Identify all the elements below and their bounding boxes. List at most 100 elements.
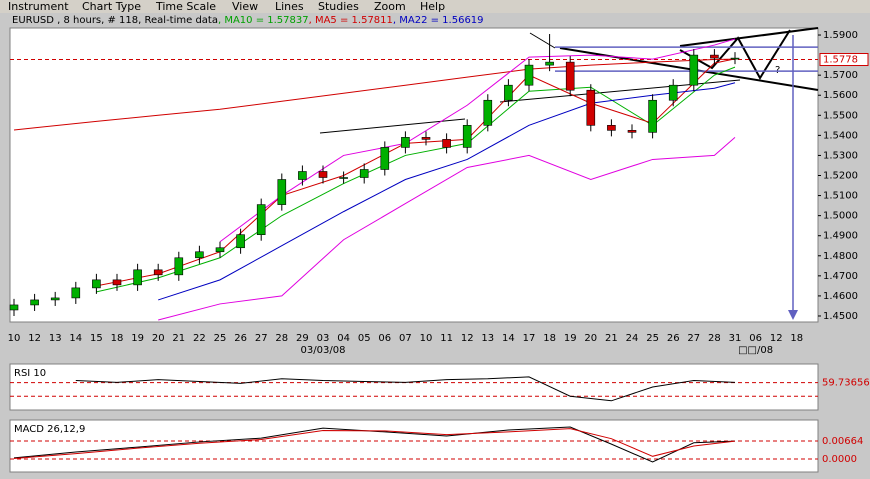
x-tick-label: 18 (543, 333, 556, 344)
candle-body (30, 299, 39, 306)
x-tick-label: 10 (8, 333, 21, 344)
x-tick-label: 27 (255, 333, 268, 344)
x-sublabel: □□/08 (738, 345, 773, 356)
y-tick-label: 1.5300 (823, 150, 858, 161)
x-tick-label: 27 (687, 333, 700, 344)
x-tick-label: 18 (790, 333, 803, 344)
level-label: 0.0000 (822, 454, 857, 465)
candle-body (339, 177, 348, 179)
menu-bar (0, 0, 870, 13)
x-tick-label: 11 (440, 333, 453, 344)
x-tick-label: 13 (49, 333, 62, 344)
x-tick-label: 26 (234, 333, 247, 344)
menu-item[interactable]: Zoom (374, 0, 406, 13)
candle-body (504, 84, 513, 101)
header-text: , MA5 = 1.57811 (309, 15, 393, 26)
indicator-line (158, 136, 736, 321)
candle-body (565, 61, 575, 91)
candle-body (730, 57, 740, 60)
candle-body (668, 84, 678, 101)
candle-body (442, 139, 451, 148)
x-tick-label: 10 (420, 333, 433, 344)
y-tick-label: 1.5700 (823, 70, 858, 81)
candle-body (401, 137, 410, 148)
x-tick-label: 24 (626, 333, 639, 344)
x-tick-label: 04 (337, 333, 350, 344)
trend-line (559, 47, 819, 91)
candle-body (256, 204, 266, 236)
candle-body (92, 279, 101, 289)
candle-body (71, 287, 81, 299)
macd-line (13, 426, 736, 463)
candle-body (277, 179, 287, 205)
menu-item[interactable]: View (232, 0, 258, 13)
price-panel (9, 27, 819, 323)
x-tick-label: 19 (131, 333, 144, 344)
y-tick-label: 1.4800 (823, 251, 858, 262)
menu-item[interactable]: Instrument (8, 0, 69, 13)
x-tick-label: 07 (399, 333, 412, 344)
header-text: , MA10 = 1.57837 (218, 15, 309, 26)
candle-body (153, 269, 163, 276)
candle-body (462, 125, 472, 148)
candle-body (359, 169, 369, 178)
x-tick-label: 28 (275, 333, 288, 344)
x-tick-label: 22 (193, 333, 206, 344)
price-level-box (819, 53, 869, 67)
trend-lines (319, 27, 819, 134)
y-tick-label: 1.5400 (823, 130, 858, 141)
indicator-line (96, 58, 736, 287)
x-tick-label: 29 (296, 333, 309, 344)
x-tick-label: 31 (729, 333, 742, 344)
candle-body (545, 61, 554, 66)
candle-body (195, 251, 204, 259)
trend-line (679, 27, 819, 47)
menu-item[interactable]: Studies (318, 0, 359, 13)
menu-item[interactable]: Time Scale (155, 0, 216, 13)
x-tick-label: 17 (523, 333, 536, 344)
candle-body (9, 304, 19, 311)
trend-line (529, 32, 556, 49)
menu-item[interactable]: Lines (275, 0, 304, 13)
candle-body (174, 257, 184, 276)
wave-arrows (679, 29, 791, 80)
candle-body (627, 130, 637, 133)
candle-body (236, 234, 245, 249)
y-tick-label: 1.4600 (823, 291, 858, 302)
x-tick-label: 26 (667, 333, 680, 344)
indicator-line (13, 58, 736, 131)
x-tick-label: 03 (317, 333, 330, 344)
header-text: , MA22 = 1.56619 (393, 15, 484, 26)
x-tick-label: 20 (152, 333, 165, 344)
x-tick-label: 20 (584, 333, 597, 344)
x-tick-label: 21 (605, 333, 618, 344)
indicator-line (219, 38, 736, 243)
candle-body (689, 54, 699, 86)
y-tick-label: 1.5900 (823, 30, 858, 41)
x-tick-label: 12 (461, 333, 474, 344)
candle-body (586, 89, 596, 126)
x-tick-label: 28 (708, 333, 721, 344)
y-tick-label: 1.5500 (823, 110, 858, 121)
candle-body (318, 171, 328, 178)
candle-body (710, 54, 719, 59)
candle-body (133, 269, 142, 286)
y-tick-label: 1.5100 (823, 191, 858, 202)
x-tick-label: 14 (69, 333, 82, 344)
menu-item[interactable]: Chart Type (82, 0, 141, 13)
y-tick-label: 1.5000 (823, 211, 858, 222)
y-tick-label: 1.4700 (823, 271, 858, 282)
rsi-line (75, 376, 736, 402)
panel-title: RSI 10 (14, 368, 46, 379)
x-tick-label: 06 (749, 333, 762, 344)
x-tick-label: 18 (111, 333, 124, 344)
y-tick-label: 1.5200 (823, 171, 858, 182)
price-level-label: 1.5778 (823, 55, 858, 66)
menu-item[interactable]: Help (420, 0, 445, 13)
candle-body (112, 279, 122, 286)
candle-body (607, 125, 616, 131)
candle-body (483, 99, 493, 126)
x-tick-label: 12 (28, 333, 41, 344)
header-text: EURUSD , 8 hours, # 118, Real-time data (12, 15, 218, 26)
